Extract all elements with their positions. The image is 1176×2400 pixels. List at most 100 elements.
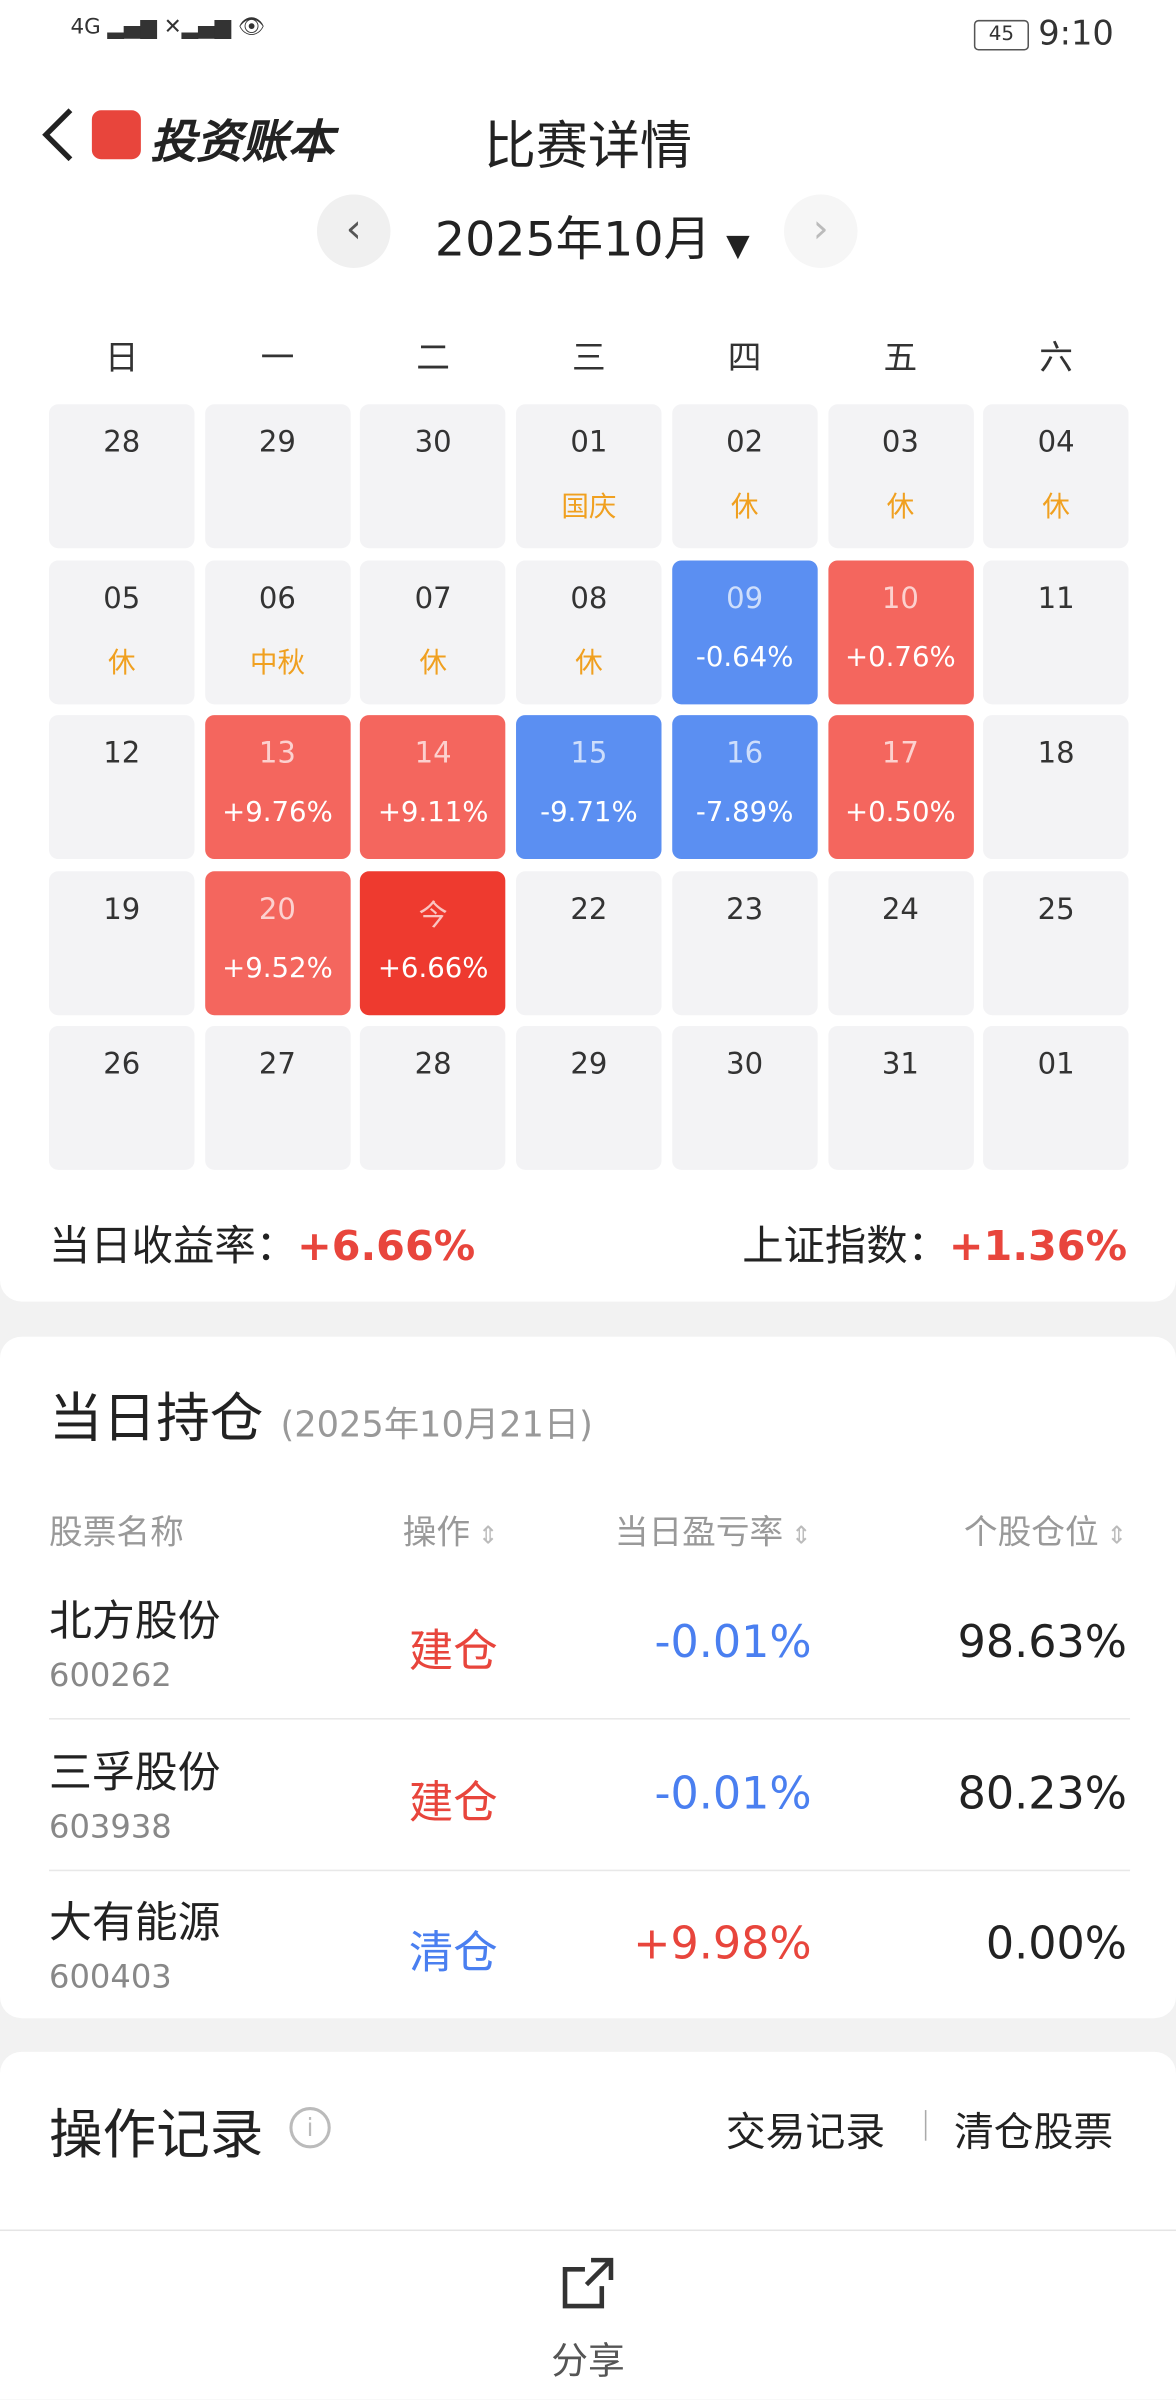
- day-label: +6.66%: [377, 951, 489, 984]
- day-cell[interactable]: 14 +9.11%: [360, 715, 506, 860]
- day-cell[interactable]: 23: [671, 870, 818, 1015]
- signal-icons: 4G ▂▄▆ ✕▂▄▆ 👁: [70, 15, 266, 40]
- day-cell[interactable]: 30: [360, 404, 506, 549]
- day-cell[interactable]: 20 +9.52%: [204, 870, 351, 1015]
- day-number: 09: [726, 581, 764, 615]
- day-number: 04: [1037, 425, 1075, 460]
- stock-name: 北方股份: [49, 1595, 221, 1647]
- day-cell[interactable]: 22: [516, 870, 662, 1015]
- position: 0.00%: [985, 1917, 1127, 1970]
- dropdown-arrow: ▼: [726, 226, 750, 264]
- day-number: 17: [881, 736, 919, 771]
- day-label: 休: [886, 491, 915, 524]
- day-number: 31: [881, 1047, 919, 1082]
- day-cell[interactable]: 01: [983, 1025, 1129, 1170]
- day-cell[interactable]: 30: [671, 1025, 818, 1170]
- operation: 建仓: [408, 1775, 498, 1828]
- day-cell[interactable]: 11: [983, 559, 1129, 704]
- day-number: 01: [1037, 1047, 1075, 1082]
- day-label: 休: [419, 646, 447, 680]
- day-cell[interactable]: 今 +6.66%: [360, 870, 506, 1015]
- day-cell[interactable]: 29: [204, 404, 351, 549]
- day-cell[interactable]: 09 -0.64%: [671, 559, 818, 704]
- index-label: 上证指数：: [742, 1223, 949, 1271]
- holdings-title: 当日持仓 (2025年10月21日): [49, 1375, 593, 1453]
- day-number: 19: [103, 891, 141, 926]
- column-header-text: 个股仓位: [963, 1514, 1099, 1553]
- day-cell[interactable]: 24: [827, 870, 974, 1015]
- daily-value: +6.66%: [297, 1223, 476, 1271]
- operation: 清仓: [408, 1926, 498, 1979]
- day-cell[interactable]: 06 中秋: [204, 559, 351, 704]
- day-cell[interactable]: 12: [49, 715, 195, 860]
- day-cell[interactable]: 04 休: [983, 404, 1129, 549]
- info-icon[interactable]: i: [289, 2107, 331, 2149]
- day-cell[interactable]: 16 -7.89%: [671, 715, 818, 860]
- day-label: -7.89%: [695, 796, 794, 829]
- day-label: +0.76%: [845, 640, 956, 673]
- page-title: 比赛详情: [483, 116, 693, 178]
- day-number: 28: [414, 1047, 452, 1082]
- weekday: 日: [104, 339, 139, 379]
- day-label: 休: [575, 646, 603, 680]
- day-number: 12: [103, 736, 141, 771]
- day-cell[interactable]: 29: [516, 1025, 662, 1170]
- battery: 45: [973, 19, 1029, 51]
- tab-cleared[interactable]: 清仓股票: [953, 2110, 1114, 2156]
- day-number: 23: [726, 891, 764, 926]
- day-cell[interactable]: 28: [49, 404, 195, 549]
- day-cell[interactable]: 10 +0.76%: [827, 559, 974, 704]
- day-cell[interactable]: 26: [49, 1025, 195, 1170]
- tab-trades[interactable]: 交易记录: [725, 2110, 886, 2156]
- day-cell[interactable]: 15 -9.71%: [516, 715, 662, 860]
- day-number: 20: [258, 891, 296, 926]
- daily-rate: -0.01%: [654, 1615, 812, 1668]
- operation: 建仓: [408, 1624, 498, 1677]
- share-icon[interactable]: [560, 2256, 615, 2311]
- day-label: 休: [1042, 491, 1070, 524]
- clock: 9:10: [1038, 15, 1114, 54]
- share-label[interactable]: 分享: [551, 2339, 625, 2383]
- column-header[interactable]: 当日盈亏率 ⇕: [615, 1505, 812, 1554]
- day-cell[interactable]: 13 +9.76%: [204, 715, 351, 860]
- day-label: +9.11%: [377, 796, 489, 829]
- month-label[interactable]: 2025年10月 ▼: [435, 201, 750, 270]
- day-label: +0.50%: [845, 796, 956, 829]
- day-cell[interactable]: 27: [204, 1025, 351, 1170]
- day-number: 26: [103, 1047, 141, 1082]
- stock-code: 600403: [49, 1958, 172, 1996]
- sort-icon: ⇕: [470, 1520, 499, 1550]
- day-number: 08: [570, 581, 608, 615]
- day-cell[interactable]: 19: [49, 870, 195, 1015]
- day-label: +9.76%: [222, 796, 333, 829]
- day-number: 03: [881, 425, 919, 460]
- day-cell[interactable]: 17 +0.50%: [827, 715, 974, 860]
- day-cell[interactable]: 01 国庆: [516, 404, 662, 549]
- day-number: 01: [570, 425, 608, 460]
- records-title: 操作记录: [49, 2105, 264, 2167]
- sort-icon: ⇕: [783, 1520, 812, 1550]
- holdings-card: [0, 1336, 1176, 2019]
- month-text: 2025年10月: [434, 212, 712, 268]
- back-button[interactable]: [37, 104, 83, 165]
- day-cell[interactable]: 05 休: [49, 559, 195, 704]
- day-cell[interactable]: 28: [360, 1025, 506, 1170]
- day-cell[interactable]: 25: [983, 870, 1129, 1015]
- daily-label: 当日收益率：: [49, 1223, 298, 1271]
- column-header[interactable]: 操作 ⇕: [403, 1505, 499, 1554]
- day-cell[interactable]: 02 休: [671, 404, 818, 549]
- day-cell[interactable]: 03 休: [827, 404, 974, 549]
- day-number: 24: [881, 891, 919, 926]
- next-month[interactable]: ›: [784, 194, 858, 268]
- daily-return: 当日收益率：+6.66%: [49, 1213, 475, 1273]
- day-cell[interactable]: 18: [983, 715, 1129, 860]
- day-number: 30: [726, 1047, 764, 1082]
- day-cell[interactable]: 08 休: [516, 559, 662, 704]
- day-cell[interactable]: 07 休: [360, 559, 506, 704]
- day-label: -9.71%: [540, 796, 638, 829]
- row-divider: [49, 1718, 1131, 1720]
- column-header[interactable]: 个股仓位 ⇕: [964, 1505, 1127, 1554]
- day-cell[interactable]: 31: [827, 1025, 974, 1170]
- position: 80.23%: [957, 1766, 1127, 1819]
- prev-month[interactable]: ‹: [316, 194, 391, 268]
